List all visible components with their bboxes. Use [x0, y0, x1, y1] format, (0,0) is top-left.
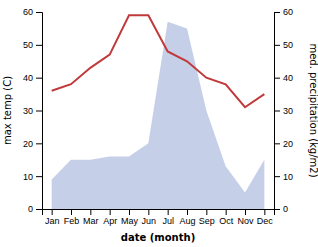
tick-label: 20: [283, 139, 293, 149]
y-axis: 0 10 20 30 40 50 60: [23, 7, 43, 214]
tick-label: 60: [283, 7, 293, 17]
tick: Dec: [257, 209, 274, 226]
tick: Apr: [103, 209, 117, 226]
marks: [52, 15, 265, 209]
axis-line: [36, 13, 43, 210]
tick: 30: [23, 106, 42, 116]
axis-line: [43, 210, 275, 216]
tick-label: Feb: [64, 216, 80, 226]
tick-mark: [264, 209, 265, 215]
tick-mark: [245, 209, 246, 215]
tick-mark: [110, 209, 111, 215]
tick-label: 40: [23, 73, 33, 83]
tick: Jan: [45, 209, 60, 226]
tick-mark: [274, 78, 280, 79]
tick-mark: [90, 209, 91, 215]
tick-label: 20: [23, 139, 33, 149]
tick-mark: [36, 45, 42, 46]
x-axis-title: date (month): [121, 232, 195, 243]
tick-label: May: [121, 216, 139, 226]
tick: May: [121, 209, 139, 226]
tick: 10: [274, 172, 293, 182]
tick: 30: [274, 106, 293, 116]
tick-mark: [36, 111, 42, 112]
tick-label: 60: [23, 7, 33, 17]
tick: Sep: [199, 209, 215, 226]
tick: Jul: [162, 209, 174, 226]
line: [52, 15, 265, 107]
tick-mark: [36, 209, 42, 210]
tick: Jun: [142, 209, 157, 226]
tick-mark: [36, 12, 42, 13]
tick: 60: [274, 7, 293, 17]
tick: 20: [23, 139, 42, 149]
tick: Nov: [237, 209, 254, 226]
tick-label: Mar: [83, 216, 99, 226]
x-axis: Jan FebMar Apr MayJun Jul Aug Sep OctNovDec: [43, 209, 275, 226]
tick-mark: [274, 111, 280, 112]
y2-axis: 0 10 20 30 40 50 60: [274, 7, 293, 214]
tick-label: Dec: [257, 216, 274, 226]
tick-mark: [36, 78, 42, 79]
tick-mark: [274, 143, 280, 144]
tick-label: 0: [28, 204, 33, 214]
tick-label: Nov: [237, 216, 254, 226]
tick: 0: [28, 204, 42, 214]
tick-label: Aug: [179, 216, 195, 226]
tick-mark: [71, 209, 72, 215]
tick-label: Jun: [142, 216, 157, 226]
tick-mark: [274, 45, 280, 46]
tick: 50: [23, 40, 42, 50]
tick-label: Apr: [103, 216, 117, 226]
tick-mark: [36, 176, 42, 177]
tick-label: Oct: [219, 216, 234, 226]
tick: 10: [23, 172, 42, 182]
tick-mark: [226, 209, 227, 215]
tick-mark: [148, 209, 149, 215]
tick: 20: [274, 139, 293, 149]
axis-line: [275, 13, 281, 210]
tick-label: 50: [23, 40, 33, 50]
tick-mark: [274, 209, 280, 210]
tick-label: 30: [23, 106, 33, 116]
tick-mark: [274, 12, 280, 13]
tick-mark: [206, 209, 207, 215]
tick-mark: [274, 176, 280, 177]
tick: Feb: [64, 209, 80, 226]
tick: 0: [274, 204, 288, 214]
area: [52, 22, 265, 209]
tick: 40: [23, 73, 42, 83]
tick: 40: [274, 73, 293, 83]
tick-label: 10: [283, 172, 293, 182]
tick-label: 30: [283, 106, 293, 116]
tick-mark: [187, 209, 188, 215]
tick: Mar: [83, 209, 99, 226]
tick-mark: [52, 209, 53, 215]
plot: Jan FebMar Apr MayJun Jul Aug Sep OctNovDec 0 10 2…: [23, 7, 293, 226]
tick: 50: [274, 40, 293, 50]
tick: Oct: [219, 209, 234, 226]
y-axis-title: max temp (C): [2, 76, 13, 145]
tick-label: Jul: [162, 216, 174, 226]
chart: Jan FebMar Apr MayJun Jul Aug Sep OctNovDec 0 10 2…: [0, 0, 318, 247]
tick-mark: [129, 209, 130, 215]
tick-label: 0: [283, 204, 288, 214]
tick-label: 10: [23, 172, 33, 182]
tick-label: Sep: [199, 216, 215, 226]
tick-mark: [168, 209, 169, 215]
tick-label: Jan: [45, 216, 60, 226]
tick: 60: [23, 7, 42, 17]
tick-mark: [36, 143, 42, 144]
tick-label: 50: [283, 40, 293, 50]
y2-axis-title: med. precipitation (kg/m2): [308, 43, 318, 177]
tick: Aug: [179, 209, 195, 226]
tick-label: 40: [283, 73, 293, 83]
